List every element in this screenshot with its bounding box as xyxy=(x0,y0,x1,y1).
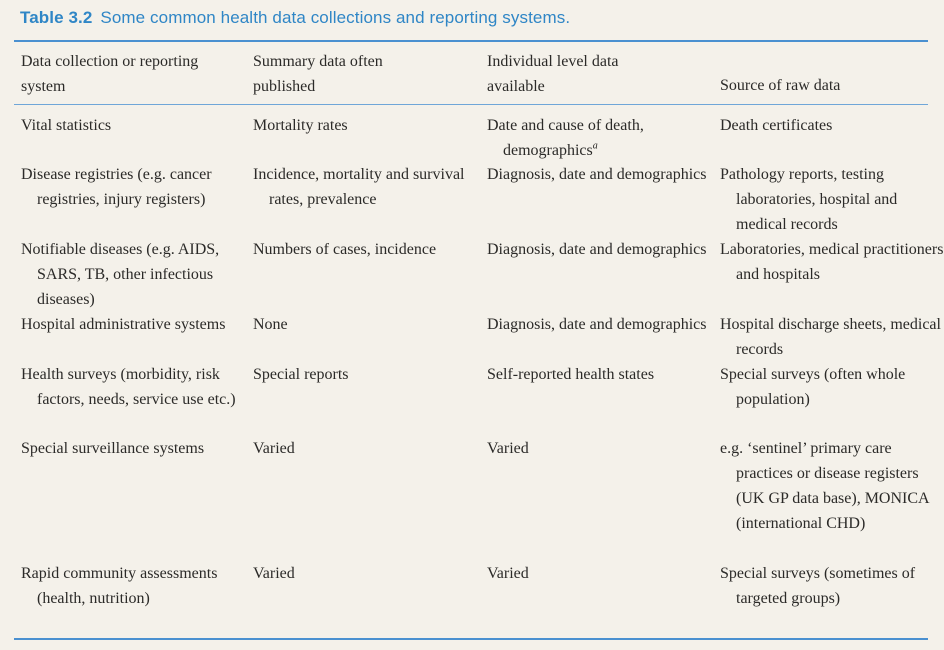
row-source: e.g. ‘sentinel’ primary care practices o… xyxy=(720,440,929,532)
row-individual: Date and cause of death, demographicsa xyxy=(487,113,727,163)
row-system: Health surveys (morbidity, risk factors,… xyxy=(21,366,236,408)
row-summary: None xyxy=(253,316,288,333)
row-system: Hospital administrative systems xyxy=(21,316,226,333)
bottom-rule xyxy=(14,638,928,640)
row-source: Pathology reports, testing laboratories,… xyxy=(720,166,898,233)
row-summary: Mortality rates xyxy=(253,117,348,134)
header-system: Data collection or reporting system xyxy=(21,53,199,95)
header-summary: Summary data often published xyxy=(253,53,383,95)
top-rule xyxy=(14,40,928,42)
row-source: Special surveys (often whole population) xyxy=(720,366,906,408)
row-individual: Diagnosis, date and demographics xyxy=(487,166,707,183)
row-individual: Varied xyxy=(487,440,529,457)
row-individual: Diagnosis, date and demographics xyxy=(487,316,707,333)
table-number: Table 3.2 xyxy=(20,8,93,27)
table-title: Some common health data collections and … xyxy=(100,8,571,27)
row-system: Disease registries (e.g. cancer registri… xyxy=(21,166,212,208)
row-summary: Special reports xyxy=(253,366,349,383)
row-summary: Varied xyxy=(253,565,295,582)
row-source: Death certificates xyxy=(720,117,833,134)
row-individual: Self-reported health states xyxy=(487,366,655,383)
table-caption: Table 3.2 Some common health data collect… xyxy=(20,8,570,28)
row-summary: Varied xyxy=(253,440,295,457)
row-source: Laboratories, medical practitioners and … xyxy=(720,241,944,283)
row-system: Special surveillance systems xyxy=(21,440,205,457)
row-system: Vital statistics xyxy=(21,117,112,134)
row-summary: Incidence, mortality and survival rates,… xyxy=(253,166,465,208)
row-individual: Varied xyxy=(487,565,529,582)
footnote-marker: a xyxy=(592,140,598,152)
row-individual: Diagnosis, date and demographics xyxy=(487,241,707,258)
header-individual: Individual level data available xyxy=(487,53,619,95)
row-source: Special surveys (sometimes of targeted g… xyxy=(720,565,916,607)
row-individual-text: Date and cause of death, demographics xyxy=(487,117,644,159)
header-rule xyxy=(14,104,928,105)
row-system: Rapid community assessments (health, nut… xyxy=(21,565,218,607)
header-source: Source of raw data xyxy=(720,77,841,94)
row-system: Notifiable diseases (e.g. AIDS, SARS, TB… xyxy=(21,241,220,308)
row-source: Hospital discharge sheets, medical recor… xyxy=(720,316,941,358)
row-summary: Numbers of cases, incidence xyxy=(253,241,437,258)
